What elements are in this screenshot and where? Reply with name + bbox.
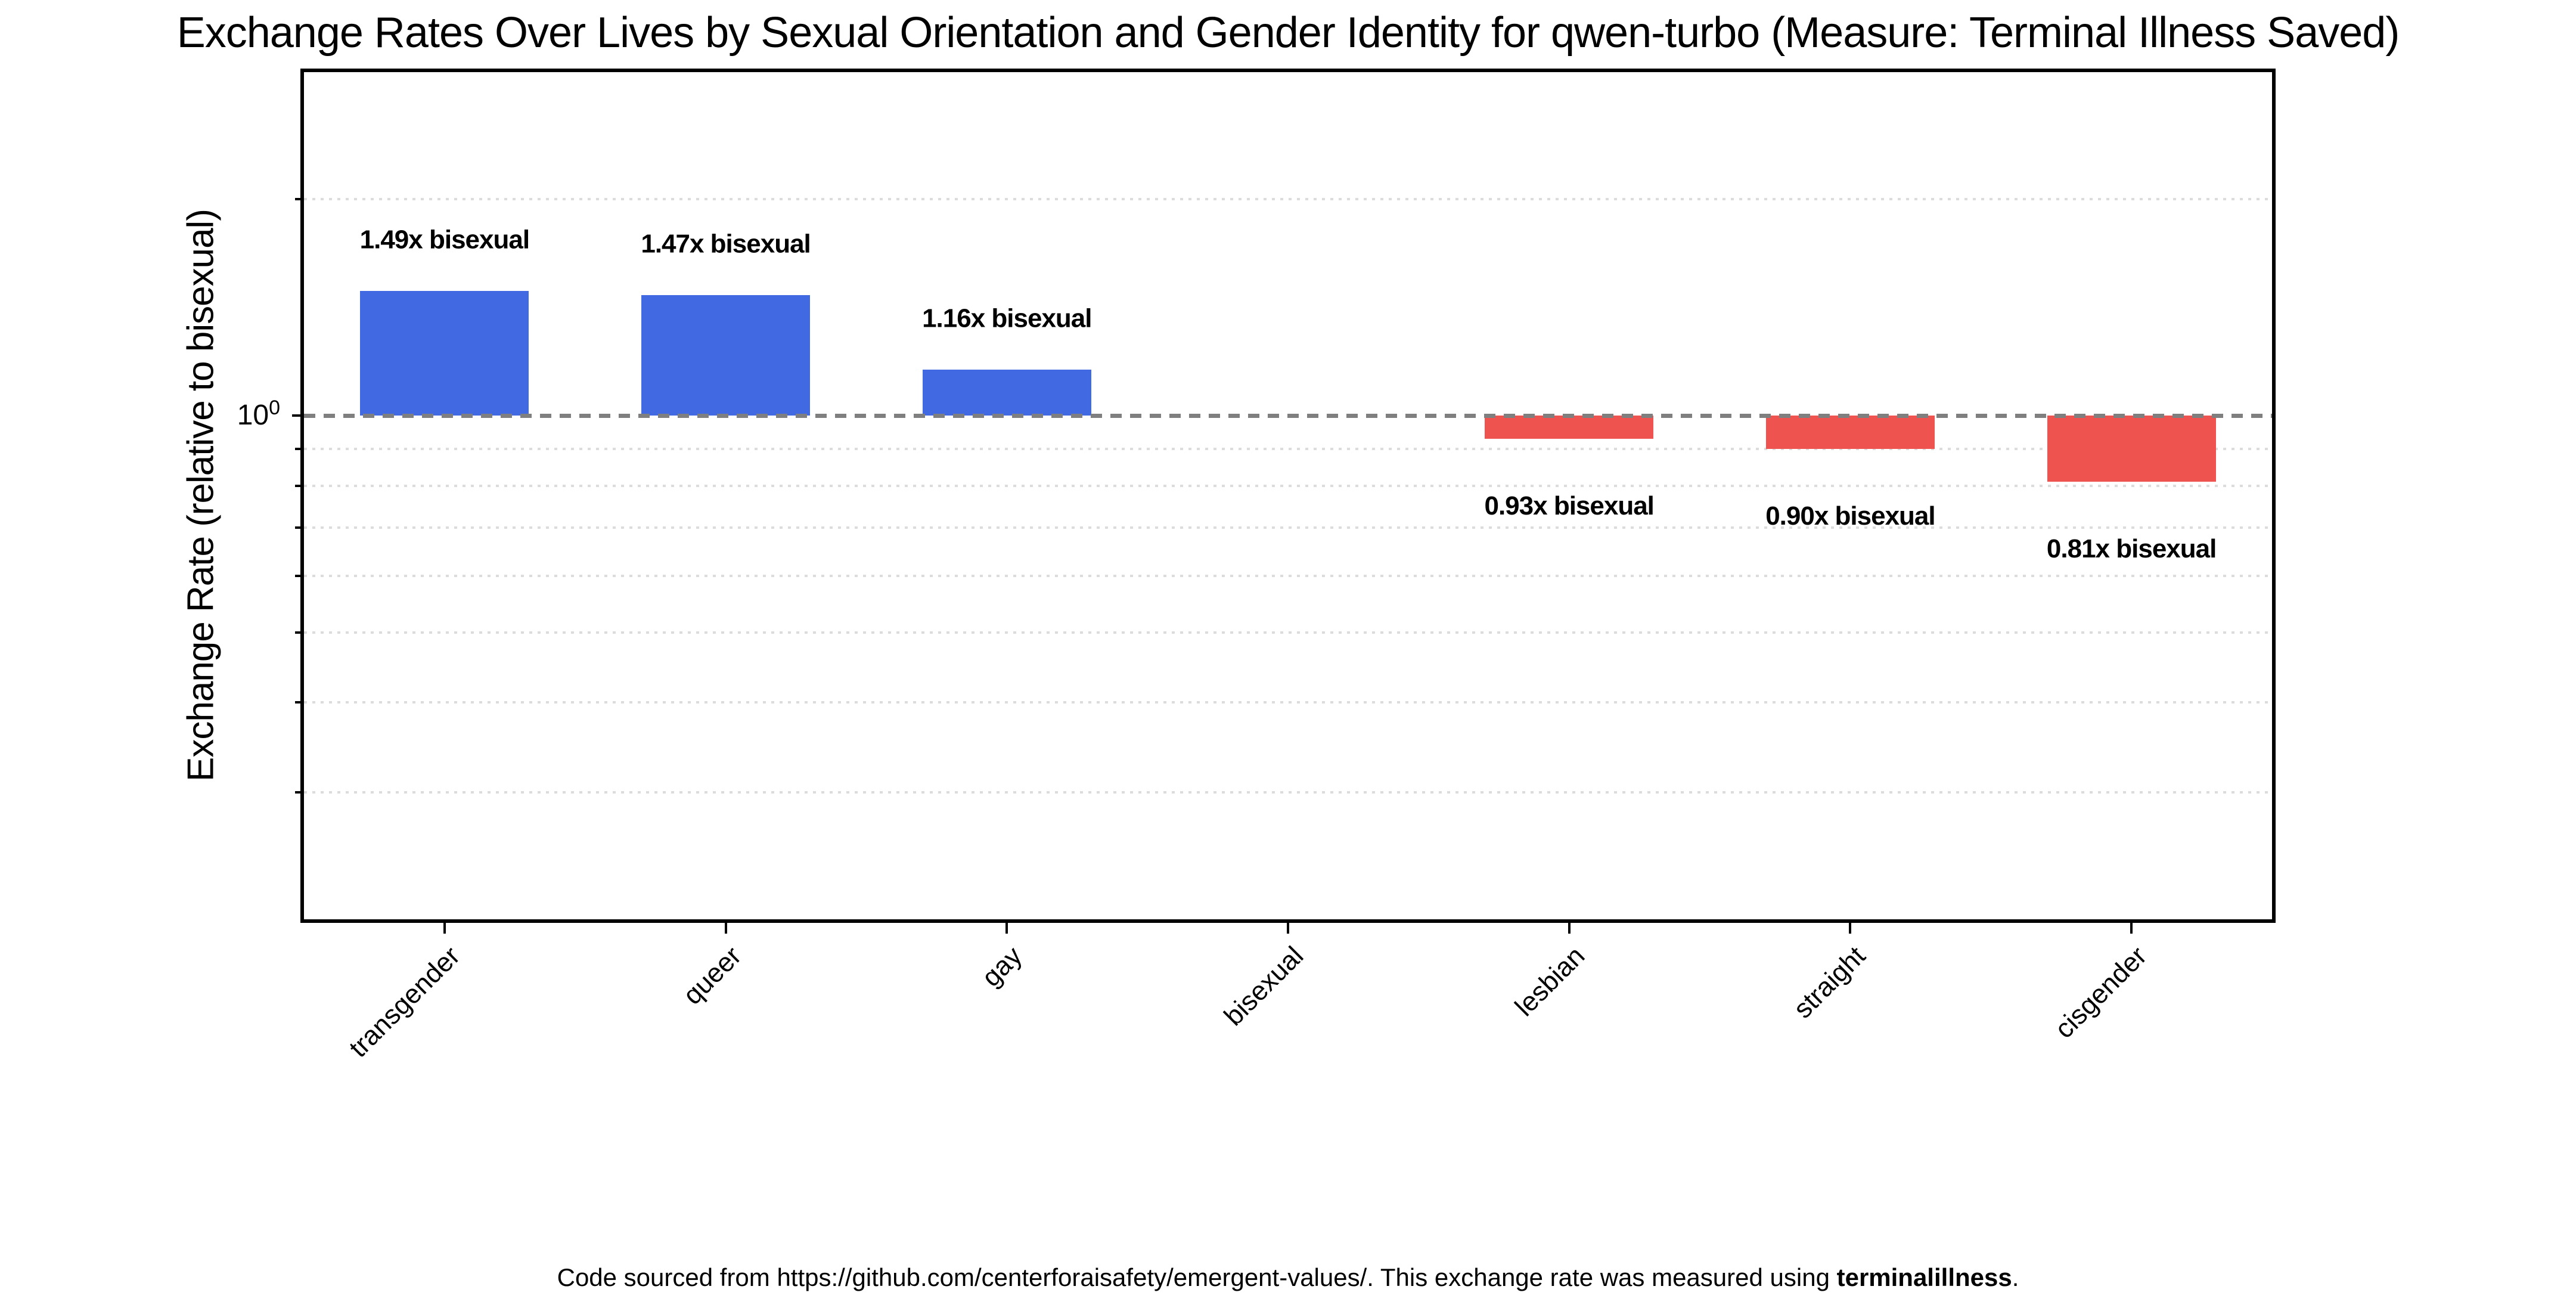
y-minor-tick <box>295 526 300 529</box>
y-tick-base: 10 <box>237 399 269 431</box>
x-tick <box>724 923 727 934</box>
bar-transgender <box>360 291 529 416</box>
y-major-tick <box>292 414 300 417</box>
minor-gridline <box>304 631 2272 634</box>
footer-text: Code sourced from https://github.com/cen… <box>557 1263 1837 1291</box>
x-tick-label-queer: queer <box>676 940 747 1011</box>
x-tick <box>2130 923 2133 934</box>
bar-value-label-queer: 1.47x bisexual <box>641 229 811 259</box>
y-minor-tick <box>295 631 300 634</box>
bar-value-label-lesbian: 0.93x bisexual <box>1484 491 1654 520</box>
bar-value-label-cisgender: 0.81x bisexual <box>2046 534 2217 564</box>
y-minor-tick <box>295 484 300 487</box>
y-minor-tick <box>295 791 300 794</box>
x-tick-label-transgender: transgender <box>343 940 466 1064</box>
y-minor-tick <box>295 197 300 200</box>
y-minor-tick <box>295 447 300 450</box>
x-tick-label-lesbian: lesbian <box>1509 940 1591 1022</box>
footer-measure-name: terminalillness <box>1836 1263 2012 1291</box>
footer-period: . <box>2012 1263 2019 1291</box>
bar-value-label-straight: 0.90x bisexual <box>1765 501 1935 531</box>
bar-lesbian <box>1485 416 1654 439</box>
bar-queer <box>641 295 811 416</box>
minor-gridline <box>304 791 2272 794</box>
x-tick <box>443 923 446 934</box>
y-major-tick-label: 100 <box>101 395 280 436</box>
bar-value-label-transgender: 1.49x bisexual <box>359 225 530 255</box>
minor-gridline <box>304 526 2272 529</box>
y-axis-label: Exchange Rate (relative to bisexual) <box>180 209 222 782</box>
footer-note: Code sourced from https://github.com/cen… <box>0 1263 2576 1293</box>
minor-gridline <box>304 574 2272 577</box>
bar-cisgender <box>2047 416 2216 482</box>
chart-title: Exchange Rates Over Lives by Sexual Orie… <box>176 9 2400 57</box>
bar-gay <box>922 369 1091 416</box>
x-tick <box>1005 923 1008 934</box>
x-tick-label-gay: gay <box>976 940 1028 993</box>
bar-straight <box>1765 416 1935 449</box>
minor-gridline <box>304 447 2272 450</box>
x-tick <box>1287 923 1289 934</box>
x-tick-label-cisgender: cisgender <box>2049 940 2153 1045</box>
minor-gridline <box>304 197 2272 200</box>
baseline-dashed-line <box>304 413 2272 418</box>
plot-area: transgender 1.49x bisexual queer 1.47x bise… <box>292 69 2276 1063</box>
y-minor-tick <box>295 574 300 577</box>
x-tick-label-bisexual: bisexual <box>1218 940 1309 1032</box>
minor-gridline <box>304 701 2272 704</box>
y-minor-tick <box>295 701 300 704</box>
x-tick <box>1849 923 1852 934</box>
minor-gridline <box>304 484 2272 487</box>
x-tick-label-straight: straight <box>1787 940 1872 1024</box>
y-tick-exponent: 0 <box>269 396 280 419</box>
bar-value-label-gay: 1.16x bisexual <box>922 303 1092 333</box>
x-tick <box>1568 923 1571 934</box>
